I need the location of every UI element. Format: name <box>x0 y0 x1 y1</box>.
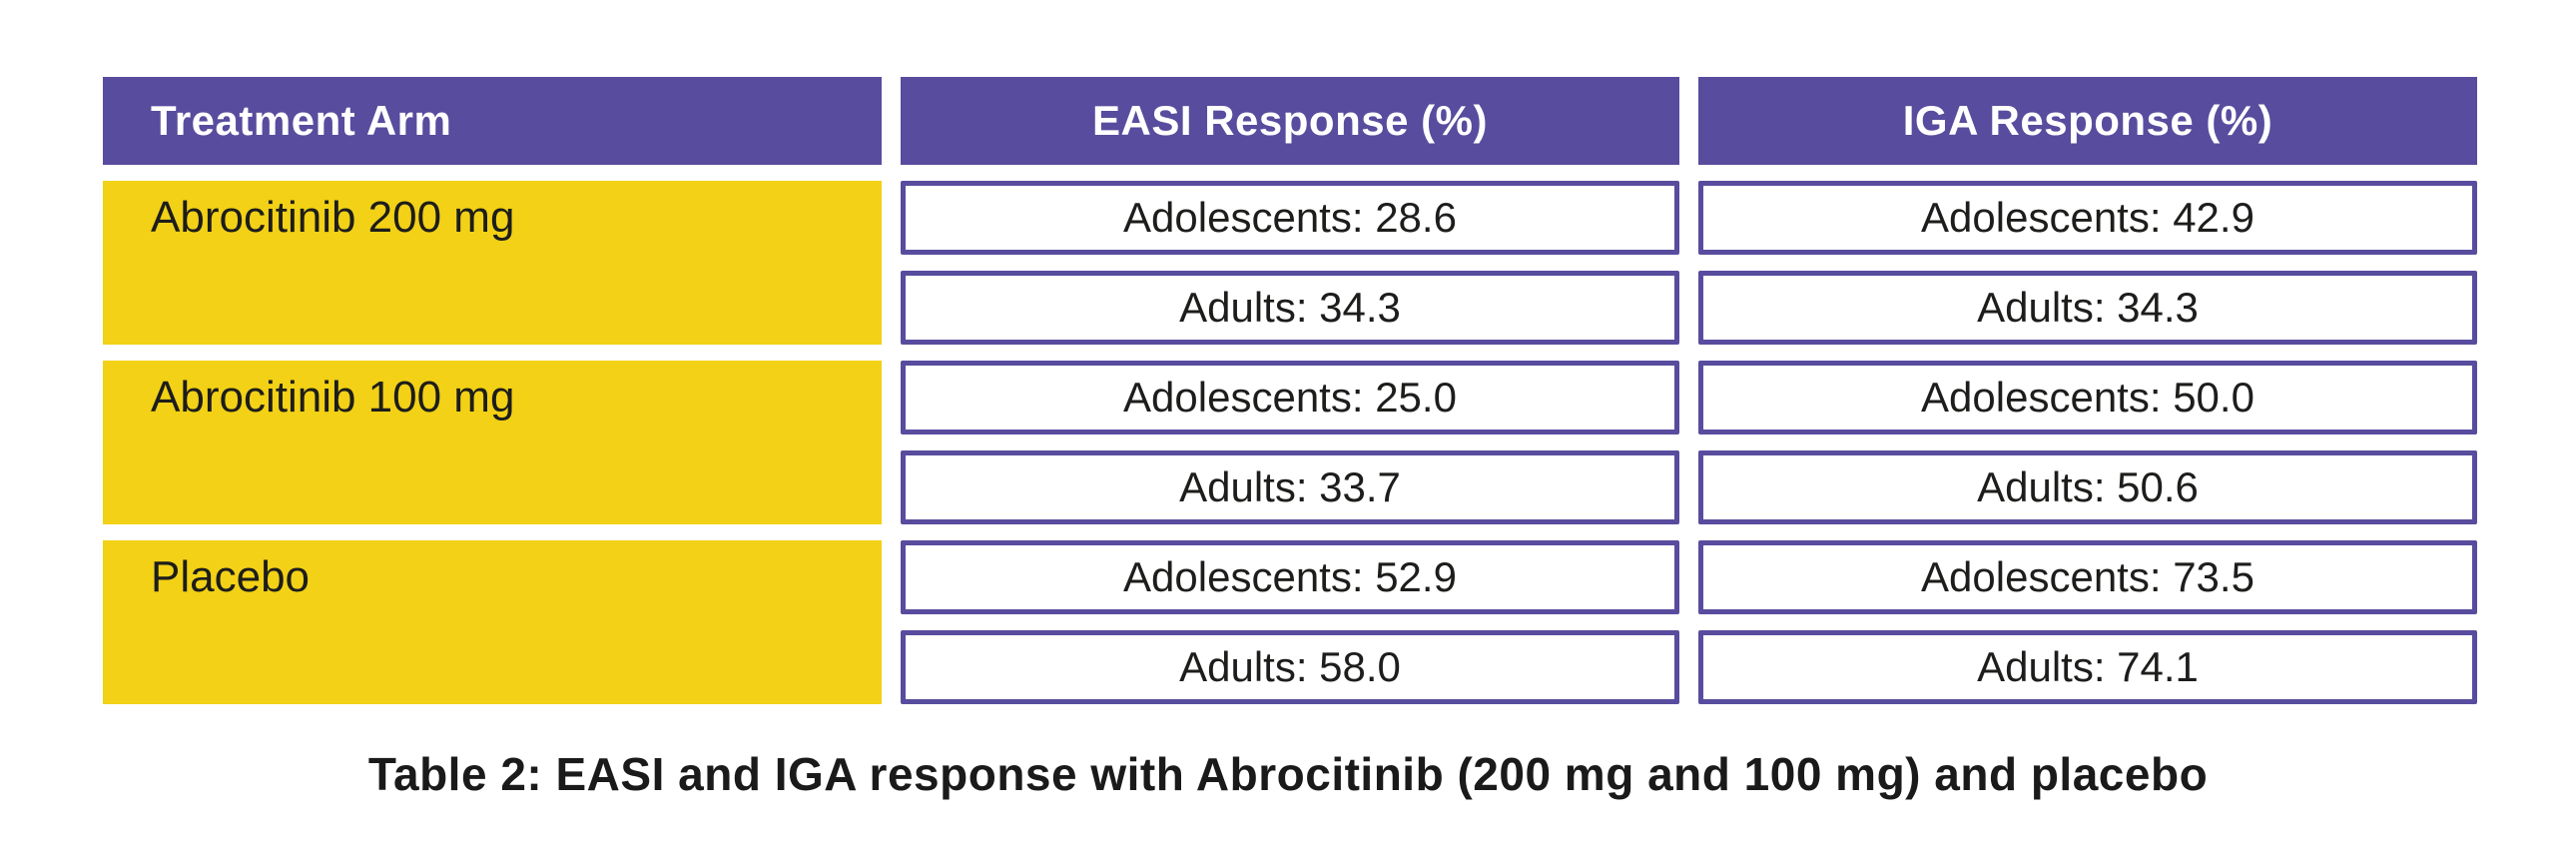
easi-adults-placebo: Adults: 58.0 <box>901 630 1679 704</box>
easi-adults-abrocitinib-100mg: Adults: 33.7 <box>901 450 1679 524</box>
iga-adolescents-placebo: Adolescents: 73.5 <box>1698 540 2477 614</box>
iga-adults-abrocitinib-100mg: Adults: 50.6 <box>1698 450 2477 524</box>
iga-adolescents-abrocitinib-200mg: Adolescents: 42.9 <box>1698 181 2477 255</box>
iga-adolescents-abrocitinib-100mg: Adolescents: 50.0 <box>1698 361 2477 434</box>
column-header-iga-response: IGA Response (%) <box>1698 77 2477 165</box>
arm-label-abrocitinib-200mg: Abrocitinib 200 mg <box>103 181 882 345</box>
easi-adults-abrocitinib-200mg: Adults: 34.3 <box>901 271 1679 345</box>
table-caption: Table 2: EASI and IGA response with Abro… <box>367 748 2209 800</box>
column-header-treatment-arm: Treatment Arm <box>103 77 882 165</box>
easi-adolescents-abrocitinib-100mg: Adolescents: 25.0 <box>901 361 1679 434</box>
iga-adults-abrocitinib-200mg: Adults: 34.3 <box>1698 271 2477 345</box>
arm-label-placebo: Placebo <box>103 540 882 704</box>
column-header-easi-response: EASI Response (%) <box>901 77 1679 165</box>
arm-label-abrocitinib-100mg: Abrocitinib 100 mg <box>103 361 882 524</box>
easi-adolescents-placebo: Adolescents: 52.9 <box>901 540 1679 614</box>
response-table: Treatment Arm EASI Response (%) IGA Resp… <box>103 77 2477 704</box>
iga-adults-placebo: Adults: 74.1 <box>1698 630 2477 704</box>
easi-adolescents-abrocitinib-200mg: Adolescents: 28.6 <box>901 181 1679 255</box>
